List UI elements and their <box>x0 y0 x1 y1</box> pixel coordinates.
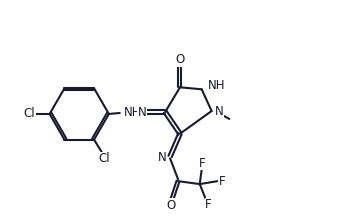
Text: O: O <box>175 53 185 66</box>
Text: F: F <box>218 175 225 188</box>
Text: F: F <box>205 198 212 211</box>
Text: NH: NH <box>208 79 226 92</box>
Text: F: F <box>198 157 205 170</box>
Text: Cl: Cl <box>98 152 110 165</box>
Text: Cl: Cl <box>24 108 35 121</box>
Text: N: N <box>215 105 223 118</box>
Text: N: N <box>157 151 166 164</box>
Text: N: N <box>138 106 147 118</box>
Text: NH: NH <box>124 106 142 119</box>
Text: O: O <box>166 199 176 212</box>
